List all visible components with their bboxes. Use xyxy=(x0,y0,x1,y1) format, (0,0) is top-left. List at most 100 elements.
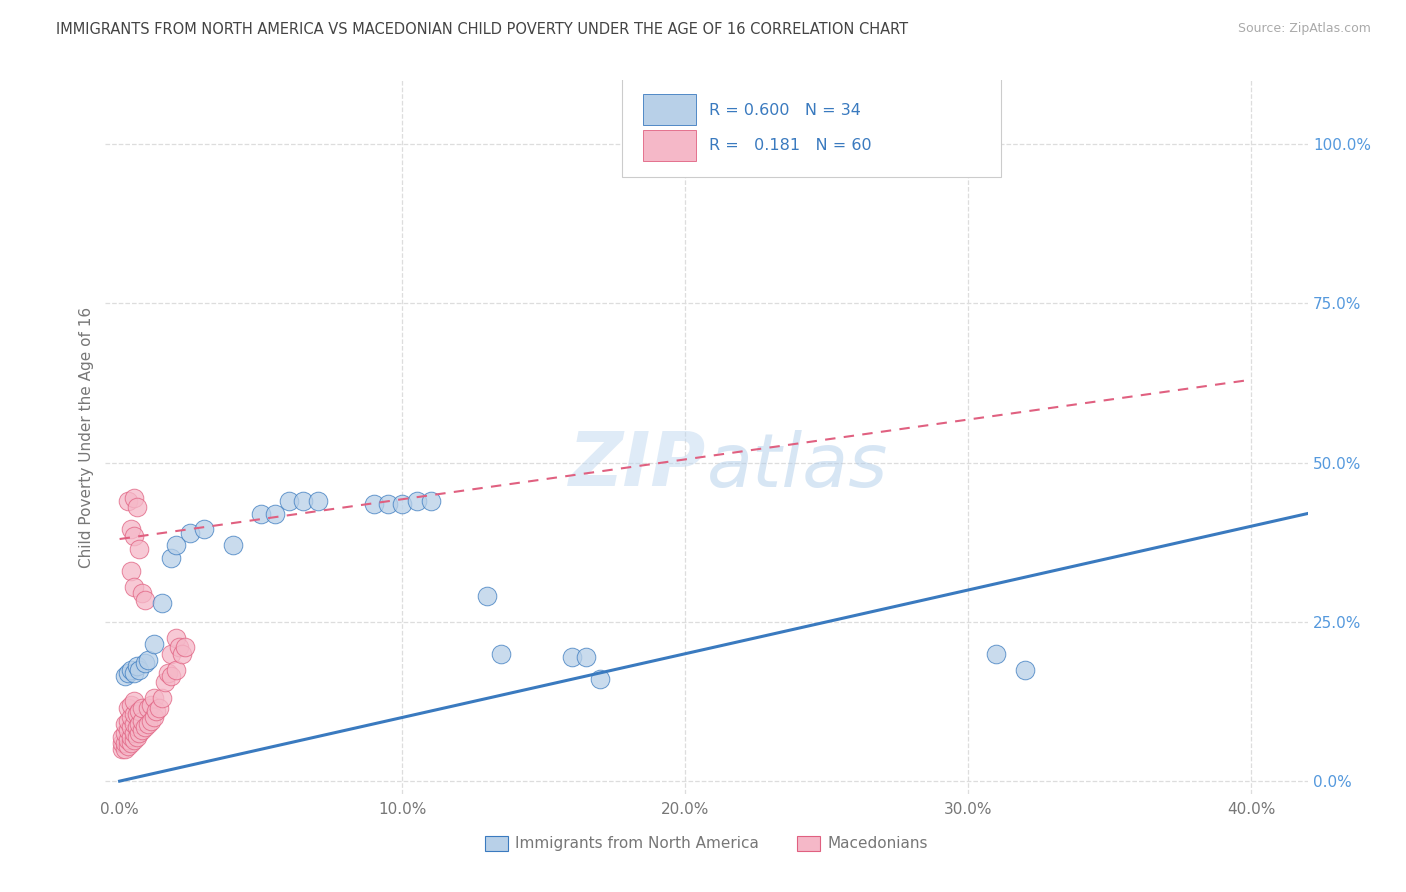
Point xyxy=(117,732,139,747)
Point xyxy=(117,714,139,728)
Point xyxy=(136,716,159,731)
Point xyxy=(122,707,145,722)
Point xyxy=(170,647,193,661)
Point xyxy=(159,647,181,661)
Point xyxy=(419,493,441,508)
Point xyxy=(114,726,136,740)
Point xyxy=(122,726,145,740)
Point xyxy=(128,726,150,740)
Point xyxy=(179,525,201,540)
Point xyxy=(120,523,142,537)
Point xyxy=(125,500,148,515)
FancyBboxPatch shape xyxy=(643,129,696,161)
Text: ZIP: ZIP xyxy=(569,429,707,502)
Point xyxy=(136,653,159,667)
Point xyxy=(159,669,181,683)
Point xyxy=(117,493,139,508)
Point xyxy=(120,730,142,744)
Point xyxy=(117,701,139,715)
Point xyxy=(122,694,145,708)
Point xyxy=(250,507,273,521)
Point xyxy=(125,720,148,734)
Point xyxy=(307,493,329,508)
Point xyxy=(292,493,315,508)
Point xyxy=(139,714,162,728)
Point xyxy=(377,497,399,511)
Point xyxy=(128,716,150,731)
Point xyxy=(120,698,142,712)
Point xyxy=(120,720,142,734)
Point xyxy=(156,665,179,680)
Point xyxy=(117,723,139,738)
Point xyxy=(153,675,176,690)
FancyBboxPatch shape xyxy=(623,78,1001,177)
Point xyxy=(114,742,136,756)
Point xyxy=(165,663,187,677)
Point xyxy=(165,631,187,645)
Point xyxy=(150,691,173,706)
Point xyxy=(491,647,513,661)
Point xyxy=(125,707,148,722)
Point xyxy=(165,538,187,552)
Point xyxy=(150,596,173,610)
Point xyxy=(117,739,139,753)
Point xyxy=(125,730,148,744)
Point xyxy=(122,491,145,505)
Point xyxy=(167,640,190,655)
Point xyxy=(575,649,598,664)
Point xyxy=(111,736,134,750)
Point xyxy=(405,493,427,508)
Point xyxy=(193,523,215,537)
Point xyxy=(120,564,142,578)
Point xyxy=(986,647,1008,661)
Point xyxy=(136,701,159,715)
Point xyxy=(142,637,165,651)
Point xyxy=(114,736,136,750)
Point xyxy=(125,659,148,673)
Point xyxy=(122,732,145,747)
Point xyxy=(128,663,150,677)
Point xyxy=(148,701,170,715)
Point xyxy=(128,704,150,718)
Point xyxy=(264,507,287,521)
Point xyxy=(122,580,145,594)
Point xyxy=(114,669,136,683)
Point xyxy=(142,710,165,724)
Point xyxy=(111,742,134,756)
Point xyxy=(120,736,142,750)
Point xyxy=(1014,663,1036,677)
Point xyxy=(222,538,245,552)
Point xyxy=(111,730,134,744)
Point xyxy=(131,714,153,728)
Text: Source: ZipAtlas.com: Source: ZipAtlas.com xyxy=(1237,22,1371,36)
Point xyxy=(278,493,301,508)
Point xyxy=(134,657,156,671)
Point xyxy=(122,716,145,731)
Point xyxy=(363,497,385,511)
Point xyxy=(120,710,142,724)
Point xyxy=(159,551,181,566)
Point xyxy=(139,698,162,712)
Text: R = 0.600   N = 34: R = 0.600 N = 34 xyxy=(709,103,860,118)
Y-axis label: Child Poverty Under the Age of 16: Child Poverty Under the Age of 16 xyxy=(79,307,94,567)
Point xyxy=(122,529,145,543)
Point xyxy=(391,497,413,511)
Text: R =   0.181   N = 60: R = 0.181 N = 60 xyxy=(709,138,872,153)
Point xyxy=(131,723,153,738)
Point xyxy=(114,716,136,731)
Point xyxy=(131,701,153,715)
Point xyxy=(117,665,139,680)
Point xyxy=(477,590,499,604)
Text: IMMIGRANTS FROM NORTH AMERICA VS MACEDONIAN CHILD POVERTY UNDER THE AGE OF 16 CO: IMMIGRANTS FROM NORTH AMERICA VS MACEDON… xyxy=(56,22,908,37)
Point xyxy=(142,691,165,706)
Legend: Immigrants from North America, Macedonians: Immigrants from North America, Macedonia… xyxy=(478,830,935,857)
Point xyxy=(122,665,145,680)
Point xyxy=(561,649,583,664)
Point xyxy=(131,586,153,600)
Point xyxy=(128,541,150,556)
Point xyxy=(145,704,167,718)
Text: atlas: atlas xyxy=(707,430,889,501)
FancyBboxPatch shape xyxy=(643,94,696,125)
Point xyxy=(173,640,195,655)
Point xyxy=(589,672,612,686)
